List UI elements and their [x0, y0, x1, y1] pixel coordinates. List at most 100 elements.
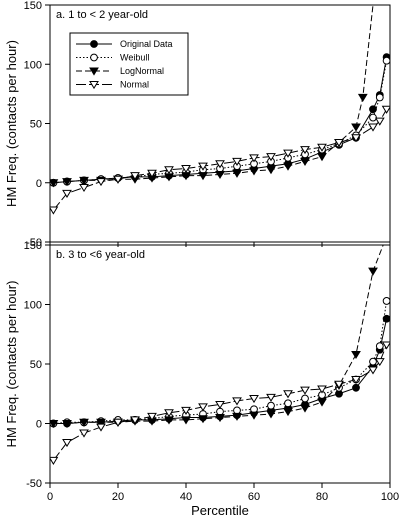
data-point-weibull: [382, 297, 390, 305]
plot-frame: [49, 244, 391, 484]
data-point-weibull: [216, 407, 224, 416]
y-tick-label: 100: [24, 59, 42, 71]
data-point-normal: [181, 406, 191, 415]
data-point-lognormal: [215, 170, 225, 180]
data-point-lognormal: [79, 418, 89, 427]
data-point-normal: [266, 393, 276, 402]
data-point-lognormal: [317, 398, 327, 407]
y-tick-label: 150: [24, 240, 42, 252]
data-point-normal: [147, 169, 157, 178]
data-point-weibull: [375, 93, 384, 102]
panel-label: a. 1 to < 2 year-old: [56, 9, 148, 21]
data-point-lognormal: [62, 178, 72, 187]
data-point-normal: [334, 380, 344, 389]
data-point-normal: [113, 175, 123, 184]
data-point-lognormal: [266, 410, 276, 419]
data-point-normal: [300, 386, 310, 395]
series-line-normal: [53, 344, 388, 461]
data-point-normal: [374, 358, 385, 367]
data-point-normal: [334, 138, 344, 148]
data-point-normal: [79, 429, 89, 438]
y-tick-label: 50: [30, 359, 42, 371]
data-point-normal: [50, 456, 59, 465]
y-tick-label: 0: [36, 178, 42, 190]
data-point-normal: [96, 423, 106, 432]
data-point-lognormal: [96, 418, 106, 427]
legend-label: LogNormal: [120, 66, 164, 76]
x-tick-label: 60: [248, 491, 260, 503]
data-point-weibull: [382, 56, 390, 65]
legend-label: Weibull: [120, 53, 149, 63]
data-point-weibull: [375, 342, 384, 351]
data-point-lognormal: [249, 167, 259, 176]
data-point-lognormal: [300, 404, 310, 413]
x-tick-label: 20: [112, 491, 124, 503]
data-point-lognormal: [357, 93, 368, 102]
data-point-weibull: [369, 113, 377, 122]
data-point-lognormal: [198, 415, 208, 424]
data-point-normal: [198, 162, 208, 171]
data-point-normal: [249, 395, 259, 404]
series-line-lognormal: [53, 245, 384, 424]
data-point-normal: [62, 189, 72, 198]
data-point-original-data: [369, 105, 377, 114]
x-tick-label: 100: [381, 491, 399, 503]
data-point-normal: [368, 366, 378, 375]
data-point-lognormal: [249, 411, 259, 420]
legend-label: Normal: [120, 80, 149, 90]
data-point-lognormal: [79, 176, 89, 185]
data-point-normal: [351, 375, 361, 385]
data-point-lognormal: [368, 267, 378, 276]
data-point-lognormal: [232, 169, 242, 178]
data-point-normal: [232, 397, 242, 406]
series-group: [50, 5, 390, 215]
data-point-normal: [130, 172, 140, 181]
data-point-normal: [164, 409, 174, 418]
y-axis-title: HM Freq. (contacts per hour): [4, 281, 19, 448]
legend-label: Original Data: [120, 39, 173, 49]
data-point-original-data: [352, 383, 360, 392]
data-point-normal: [374, 117, 385, 126]
x-tick-label: 80: [316, 491, 328, 503]
legend-marker: [89, 67, 99, 76]
data-point-normal: [368, 123, 378, 132]
legend-marker: [90, 40, 98, 48]
data-point-lognormal: [62, 420, 72, 429]
series-line-weibull: [53, 300, 388, 424]
data-point-weibull: [284, 399, 292, 408]
data-point-normal: [147, 412, 157, 421]
data-point-normal: [198, 403, 208, 412]
data-point-normal: [317, 385, 327, 394]
data-point-lognormal: [50, 179, 59, 188]
data-point-normal: [232, 157, 242, 166]
panel-a: -50 0 50 100 150 HM Freq. (contacts per hour)…: [4, 0, 391, 249]
data-point-weibull: [233, 406, 241, 415]
data-point-normal: [351, 134, 361, 143]
data-point-normal: [381, 105, 390, 114]
data-point-weibull: [301, 394, 309, 403]
data-point-normal: [249, 154, 259, 163]
x-tick-label: 40: [180, 491, 192, 503]
data-point-normal: [96, 178, 106, 187]
data-point-lognormal: [232, 412, 242, 421]
data-point-weibull: [369, 357, 377, 366]
x-axis-title: Percentile: [191, 503, 249, 518]
data-point-normal: [62, 439, 72, 448]
series-line-normal: [53, 109, 388, 211]
data-point-normal: [79, 183, 89, 193]
y-tick-label: 50: [30, 119, 42, 131]
data-point-lognormal: [50, 420, 59, 429]
data-point-normal: [130, 416, 140, 425]
data-point-lognormal: [181, 416, 191, 425]
data-point-normal: [266, 153, 276, 162]
legend-marker: [90, 53, 98, 62]
data-point-normal: [283, 390, 293, 399]
data-point-lognormal: [317, 153, 327, 162]
series-line-weibull: [53, 60, 388, 184]
y-tick-label: -50: [26, 237, 42, 249]
y-tick-label: 150: [24, 0, 42, 12]
x-tick-label: 0: [47, 491, 53, 503]
legend-marker: [89, 81, 99, 90]
data-point-normal: [381, 341, 390, 350]
